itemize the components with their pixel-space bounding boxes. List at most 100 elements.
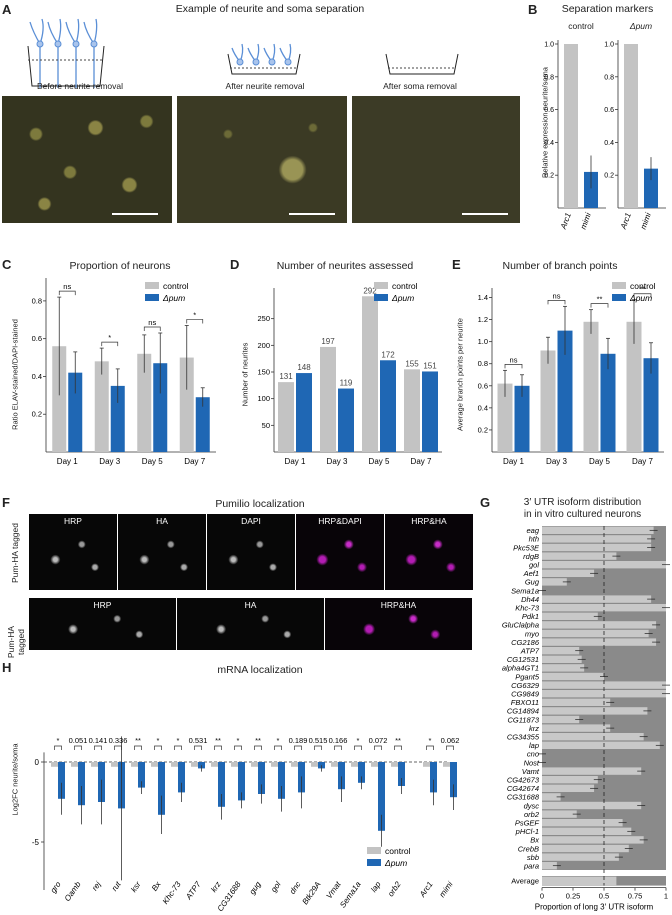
gene-label: CG12531 [507,655,539,664]
category-label: mimi [639,211,653,230]
sig-bracket [58,290,76,296]
sig-bracket [186,319,204,324]
tile-row1-dapi: DAPI [207,514,295,590]
channel-label: HRP&HA [380,600,417,610]
bar-control [211,762,218,767]
tick-label: 0.25 [566,892,581,901]
gene-label: sbb [527,853,539,862]
bar-control [131,762,138,767]
bar-krz [542,724,611,732]
legend-swatch-control [612,282,626,289]
sig-bracket [374,745,382,750]
gene-label: ATP7 [184,880,203,902]
gene-label: Gug [525,578,540,587]
gene-label: Pgant5 [515,672,540,681]
panel-a-schematics [27,18,459,88]
bar-Arc1 [624,44,638,208]
bar-CG42674 [542,784,595,792]
sig-label: ** [395,736,401,745]
bar-mutant [195,397,210,452]
bar-mutant [218,762,225,807]
value-label: 172 [381,350,395,359]
sig-label: 0.189 [289,736,308,745]
gene-label: hth [529,535,539,544]
sig-bracket [394,745,402,750]
gene-label: eag [526,526,539,535]
bar-CG6329 [542,681,666,689]
bar-control [71,762,78,767]
bar-control [311,762,318,767]
gene-label: ATP7 [520,647,540,656]
x-axis-label: Proportion of long 3′ UTR isoform [535,903,654,912]
channel-label: HA [156,516,168,526]
tick-label: 1.0 [544,42,554,49]
gene-label: Dh44 [521,595,539,604]
sig-bracket [633,293,652,298]
sig-bracket [504,363,523,369]
scale-bar [112,213,158,215]
panel-g-title-2: in in vitro cultured neurons [523,509,642,520]
bar-CG31688 [542,793,561,801]
dish-before-icon [27,18,105,88]
tile-row2-hrp: HRP [29,598,176,650]
category-label: Day 5 [589,457,610,466]
bar-mutant [398,762,405,786]
sig-label: * [193,310,196,319]
label-after-soma-removal: After soma removal [383,81,457,91]
row2-side-label: Pum-HA tagged [6,625,26,659]
category-label: Day 5 [142,457,163,466]
tile-row1-hrp: HRP [29,514,117,590]
sig-label: ns [63,282,71,291]
tick-label: 0.75 [628,892,643,901]
bar-control [111,762,118,767]
gene-label: rdgB [523,552,539,561]
sig-bracket [101,341,119,347]
gene-label: PsGEF [515,819,540,828]
scale-bar [289,213,335,215]
panel-e-title: Number of branch points [502,260,618,272]
panel-e-ylabel: Average branch points per neurite [455,318,465,431]
channel-label: DAPI [241,516,261,526]
bar-control [271,762,278,767]
gene-label: CG9849 [511,690,540,699]
gene-label: para [523,862,539,871]
bar-control [443,762,450,767]
bar-mutant [238,762,245,801]
category-label: Arc1 [558,212,572,231]
bar-mutant [338,388,354,452]
legend-label-mutant: Δpum [162,293,185,303]
tick-label: 0.8 [604,74,614,81]
panel-a-title: Example of neurite and soma separation [175,3,365,15]
sig-label: ns [148,318,156,327]
tick-label: 0.6 [478,381,488,390]
legend-swatch-control [367,847,381,854]
gene-label: Arc1 [417,880,434,899]
bar-control [540,350,556,452]
panel-f-letter: F [2,495,10,510]
panel-g-chart: eaghthPkc53ErdgBgolAef1GugSema1aDh44Khc-… [502,526,670,912]
bar-Vamt [542,767,642,775]
panel-h-title: mRNA localization [217,664,303,676]
dish-after-soma-icon [385,53,459,75]
tick-label: 0.4 [32,372,42,381]
legend-label-control: control [385,846,411,856]
bar-control [423,762,430,767]
gene-label: Aef1 [523,569,539,578]
tick-label: 1.4 [478,293,488,302]
bar-Pdk1 [542,612,598,620]
gene-label: Bx [150,879,163,893]
panel-g-title-1: 3′ UTR isoform distribution [523,497,642,508]
channel-label: HA [244,600,257,610]
legend-label-control: control [392,281,418,291]
gene-label: Pdk1 [522,612,539,621]
label-after-neurite-removal: After neurite removal [225,81,305,91]
bar-mutant [110,385,125,452]
tick-label: 0.6 [544,107,554,114]
value-label: 131 [279,372,293,381]
sig-bracket [194,745,202,750]
sig-bracket [214,745,222,750]
sig-bracket [234,745,242,750]
sig-label: 0.051 [69,736,88,745]
bar-mutant [278,762,285,799]
bar-GluClalpha [542,621,657,629]
